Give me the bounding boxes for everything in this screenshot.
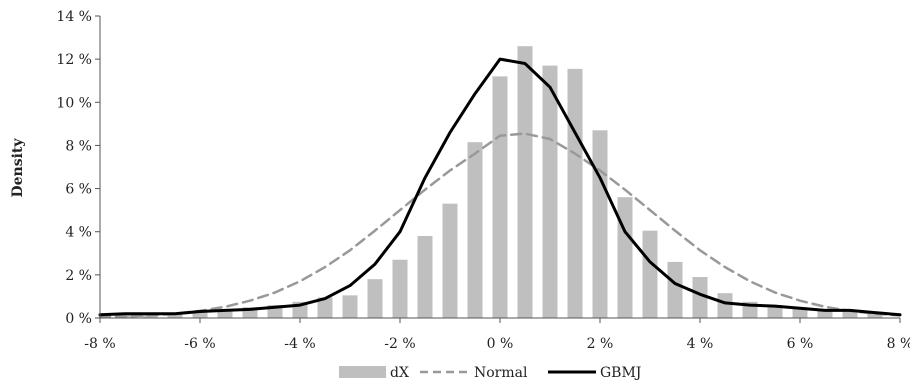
bar-dX — [767, 305, 783, 318]
y-tick-label: 10 % — [56, 95, 92, 111]
bar-dX — [792, 307, 808, 318]
x-tick-label: -6 % — [184, 336, 215, 352]
x-tick-label: 0 % — [487, 336, 514, 352]
y-tick-label: 8 % — [65, 138, 92, 154]
bar-dX — [492, 76, 508, 319]
x-tick-label: 8 % — [887, 336, 910, 352]
bar-dX — [442, 203, 458, 318]
y-tick-label: 2 % — [65, 268, 92, 284]
bar-dX — [392, 259, 408, 318]
series-line-normal — [98, 132, 902, 319]
legend-swatch-dX — [339, 366, 386, 378]
legend-label-gbmj: GBMJ — [600, 365, 641, 381]
bar-dX — [417, 236, 433, 318]
y-tick-label: 6 % — [65, 182, 92, 198]
x-tick-label: -8 % — [84, 336, 115, 352]
bar-dX — [817, 309, 833, 318]
bar-dX — [667, 261, 683, 318]
bar-dX — [867, 312, 883, 318]
x-tick-label: -4 % — [284, 336, 315, 352]
legend-label-normal: Normal — [474, 365, 528, 381]
bar-dX — [317, 297, 333, 318]
series-line-gbmj — [98, 57, 902, 317]
bar-dX — [242, 307, 258, 318]
x-tick-label: 2 % — [587, 336, 614, 352]
legend: dX Normal GBMJ — [339, 365, 641, 381]
ticks-layer: 0 % 2 % 4 % 6 % 8 % 10 % 12 % 14 % -8 % -6 % -4 % -… — [56, 9, 910, 352]
y-axis-title: Density — [10, 138, 26, 198]
bar-dX — [217, 310, 233, 318]
bar-dX — [542, 65, 558, 318]
bar-dX — [842, 310, 858, 318]
bar-dX — [617, 197, 633, 318]
bar-dX — [592, 130, 608, 318]
bars-layer — [117, 46, 883, 319]
y-tick-label: 0 % — [65, 311, 92, 327]
y-tick-label: 4 % — [65, 225, 92, 241]
bar-dX — [342, 295, 358, 318]
bar-dX — [642, 230, 658, 318]
bar-dX — [167, 313, 183, 318]
bar-dX — [192, 312, 208, 318]
y-tick-label: 14 % — [56, 9, 92, 25]
x-tick-label: -2 % — [384, 336, 415, 352]
legend-label-dX: dX — [390, 365, 409, 381]
bar-dX — [567, 68, 583, 318]
x-tick-label: 6 % — [787, 336, 814, 352]
bar-dX — [717, 293, 733, 318]
lines-layer — [98, 57, 902, 319]
bar-dX — [692, 277, 708, 318]
bar-dX — [367, 279, 383, 318]
bar-dX — [517, 46, 533, 318]
y-tick-label: 12 % — [56, 52, 92, 68]
x-tick-label: 4 % — [687, 336, 714, 352]
bar-dX — [467, 142, 483, 318]
